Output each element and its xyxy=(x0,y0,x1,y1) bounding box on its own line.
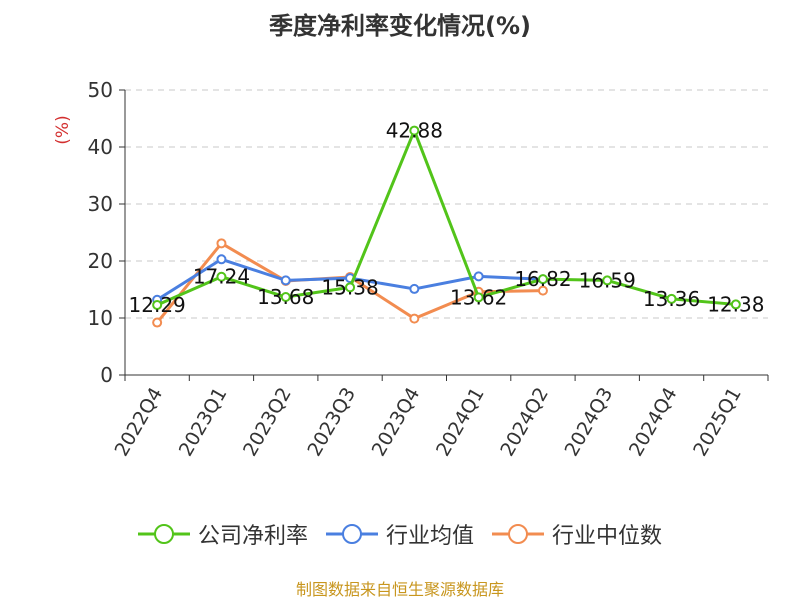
y-tick-label: 40 xyxy=(88,135,113,159)
data-label: 16.59 xyxy=(579,268,636,292)
data-point xyxy=(409,125,420,136)
x-tick-label: 2023Q4 xyxy=(368,384,425,460)
y-tick-label: 0 xyxy=(100,363,113,387)
y-axis-title: (%) xyxy=(53,115,73,144)
data-label: 13.36 xyxy=(643,287,700,311)
data-point xyxy=(666,293,677,304)
legend-label: 行业中位数 xyxy=(552,524,663,549)
x-tick-label: 2022Q4 xyxy=(110,384,167,460)
data-label: 42.88 xyxy=(386,119,443,143)
y-tick-label: 30 xyxy=(88,192,113,216)
chart-title: 季度净利率变化情况(%) xyxy=(269,12,531,40)
data-point xyxy=(473,292,484,303)
x-tick-label: 2024Q1 xyxy=(432,384,489,460)
line-layer xyxy=(152,125,741,328)
series-line xyxy=(156,129,736,307)
y-tick-label: 10 xyxy=(88,306,113,330)
legend-marker-icon xyxy=(137,524,190,544)
x-tick-label: 2025Q1 xyxy=(689,384,746,460)
legend-label: 行业均值 xyxy=(385,524,474,549)
grid-layer xyxy=(125,89,768,319)
legend-item[interactable]: 公司净利率 xyxy=(137,518,308,550)
x-tick-label: 2024Q3 xyxy=(561,384,618,460)
x-tick-label: 2023Q1 xyxy=(175,384,232,460)
data-point xyxy=(537,274,548,285)
y-tick-label: 20 xyxy=(88,249,113,273)
data-point xyxy=(152,317,163,328)
legend-label: 公司净利率 xyxy=(197,524,308,549)
x-tick-label: 2024Q4 xyxy=(625,384,682,460)
data-point xyxy=(280,292,291,303)
data-label: 12.29 xyxy=(129,293,186,317)
x-tick-label: 2023Q2 xyxy=(239,384,296,460)
y-tick-label: 50 xyxy=(88,78,113,102)
data-point xyxy=(537,285,548,296)
data-point xyxy=(409,283,420,294)
legend-marker-icon xyxy=(325,524,378,544)
legend-marker-icon xyxy=(492,524,544,544)
data-point xyxy=(730,299,741,310)
data-label: 12.38 xyxy=(707,292,764,316)
data-point xyxy=(152,299,163,310)
legend-item[interactable]: 行业中位数 xyxy=(492,518,662,550)
data-point xyxy=(216,238,227,249)
legend: 公司净利率 行业均值 行业中位数 xyxy=(0,518,800,550)
data-label: 13.68 xyxy=(257,285,314,309)
x-tick-label: 2023Q3 xyxy=(303,384,360,460)
legend-item[interactable]: 行业均值 xyxy=(325,518,474,550)
data-point xyxy=(473,271,484,282)
data-label: 17.24 xyxy=(193,265,250,289)
data-point xyxy=(602,275,613,286)
data-point xyxy=(216,254,227,265)
data-point xyxy=(409,313,420,324)
data-point xyxy=(345,282,356,293)
data-label: 15.38 xyxy=(321,275,378,299)
source-note: 制图数据来自恒生聚源数据库 xyxy=(295,580,504,599)
data-label-layer: 12.29 17.24 13.68 15.38 42.88 13.62 16.82 16.59… xyxy=(129,119,765,317)
data-point xyxy=(280,275,291,286)
data-point xyxy=(216,271,227,282)
data-label: 13.62 xyxy=(450,285,507,309)
x-tick-label: 2024Q2 xyxy=(496,384,553,460)
data-label: 16.82 xyxy=(514,267,571,291)
